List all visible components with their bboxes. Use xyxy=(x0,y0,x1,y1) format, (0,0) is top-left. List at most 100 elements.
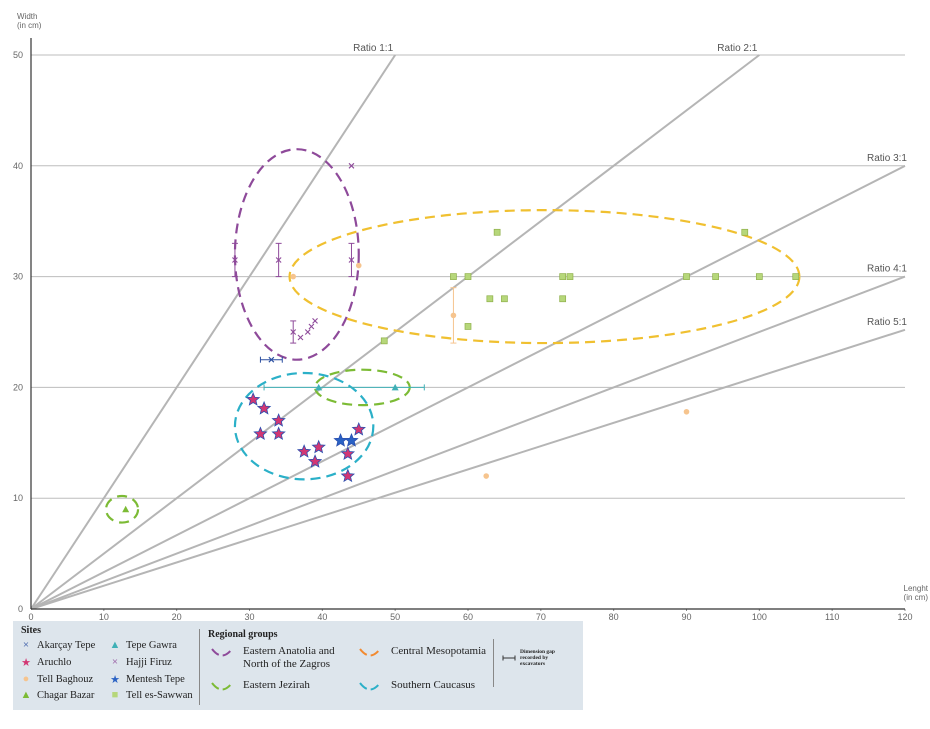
y-axis-title: Width (in cm) xyxy=(17,12,42,30)
point-hajji-firuz-3-b xyxy=(348,257,355,263)
point-tell-es-sawwan-1 xyxy=(380,337,388,345)
ratio-line-1 xyxy=(30,54,397,610)
legend-divider-2 xyxy=(493,639,494,687)
data-points xyxy=(122,162,800,513)
point-tell-baghouz-5 xyxy=(683,408,690,415)
ratio-label-5: Ratio 5:1 xyxy=(867,317,907,328)
legend-symbol-icon: ● xyxy=(22,673,30,685)
point-hajji-firuz-9 xyxy=(348,162,355,169)
y-tick-label-50: 50 xyxy=(13,50,23,60)
point-hajji-firuz-2 xyxy=(275,257,282,263)
point-tell-es-sawwan-10 xyxy=(559,295,567,303)
legend-site-label: Chagar Bazar xyxy=(37,689,95,701)
ratio-label-3: Ratio 3:1 xyxy=(867,153,907,164)
point-hajji-firuz-3 xyxy=(348,257,355,263)
point-aruchlo-3 xyxy=(271,413,286,427)
group-arc-icon xyxy=(359,682,381,691)
x-tick-label-0: 0 xyxy=(28,612,33,620)
point-hajji-firuz-4 xyxy=(290,329,297,335)
point-tell-es-sawwan-9 xyxy=(566,273,574,280)
point-aruchlo-5 xyxy=(271,426,286,441)
x-tick-label-10: 10 xyxy=(99,612,109,620)
legend-symbol-icon: ■ xyxy=(111,689,119,701)
legend-site-mentesh-tepe: ★ Mentesh Tepe xyxy=(108,673,185,686)
point-hajji-firuz-9-b xyxy=(348,162,355,169)
point-tell-es-sawwan-11 xyxy=(683,273,690,280)
group-arc-icon xyxy=(211,682,233,691)
point-hajji-firuz-5 xyxy=(304,329,311,335)
group-arc-icon xyxy=(211,648,233,657)
ratio-label-1: Ratio 1:1 xyxy=(353,43,393,54)
legend-site-label: Tell es-Sawwan xyxy=(126,689,193,701)
point-tell-es-sawwan-14 xyxy=(755,273,763,280)
point-mentesh-tepe-2 xyxy=(344,433,359,447)
legend-symbol-icon: ★ xyxy=(110,674,120,686)
legend-site-label: Tell Baghouz xyxy=(37,673,94,685)
point-aruchlo-9 xyxy=(340,446,356,460)
legend-site-label: Tepe Gawra xyxy=(126,639,177,651)
group-ellipse-1 xyxy=(233,148,360,361)
point-tell-es-sawwan-3 xyxy=(464,273,472,280)
y-tick-label-40: 40 xyxy=(13,161,23,171)
legend-site-chagar-bazar: ▲ Chagar Bazar xyxy=(19,689,95,701)
legend-site-hajji-firuz: × Hajji Firuz xyxy=(108,656,172,668)
ratio-label-2: Ratio 2:1 xyxy=(717,43,757,54)
legend-symbol-icon: ★ xyxy=(21,657,31,669)
x-tick-label-50: 50 xyxy=(390,612,400,620)
x-tick-label-20: 20 xyxy=(172,612,182,620)
x-tick-label-70: 70 xyxy=(536,612,546,620)
x-tick-label-60: 60 xyxy=(463,612,473,620)
legend-site-label: Mentesh Tepe xyxy=(126,674,185,685)
point-hajji-firuz-7 xyxy=(297,334,304,341)
legend-symbol-icon: × xyxy=(22,639,30,651)
point-aruchlo-7 xyxy=(311,439,326,454)
point-aruchlo-8 xyxy=(307,454,323,468)
point-tell-baghouz-1 xyxy=(290,273,297,280)
x-tick-label-100: 100 xyxy=(752,612,767,620)
point-akar-ay-tepe-1-b xyxy=(268,356,275,363)
legend-gap-note: Dimension gap recorded by excavators xyxy=(520,649,555,667)
legend-site-tell-es-sawwan: ■ Tell es-Sawwan xyxy=(108,689,193,701)
point-tell-es-sawwan-4 xyxy=(464,323,472,330)
y-tick-label-10: 10 xyxy=(13,493,23,503)
group-ellipse-4 xyxy=(104,494,140,524)
legend-group-label: Eastern Anatolia and North of the Zagros xyxy=(243,645,335,670)
x-tick-label-120: 120 xyxy=(897,612,912,620)
point-tell-es-sawwan-8 xyxy=(559,273,567,280)
point-hajji-firuz-1 xyxy=(232,257,238,263)
point-hajji-firuz-2-b xyxy=(275,257,282,263)
point-tell-es-sawwan-5 xyxy=(486,295,494,303)
legend-symbol-icon: ▲ xyxy=(20,689,32,701)
legend-site-akar-ay-tepe: × Akarçay Tepe xyxy=(19,639,95,651)
point-hajji-firuz-6 xyxy=(312,318,318,324)
ratio-label-4: Ratio 4:1 xyxy=(867,264,907,275)
point-tell-es-sawwan-15 xyxy=(792,273,800,280)
x-tick-label-90: 90 xyxy=(681,612,691,620)
legend-symbol-icon: ▲ xyxy=(109,639,121,651)
point-mentesh-tepe-1 xyxy=(333,433,348,447)
legend-site-tell-baghouz: ● Tell Baghouz xyxy=(19,673,93,685)
legend-symbol-icon: × xyxy=(111,656,119,668)
x-tick-label-110: 110 xyxy=(825,612,839,620)
legend-group-label: Central Mesopotamia xyxy=(391,645,487,657)
point-hajji-firuz-8-b xyxy=(308,323,315,330)
x-tick-label-30: 30 xyxy=(244,612,254,620)
point-aruchlo-6 xyxy=(296,444,312,458)
point-hajji-firuz-8 xyxy=(308,323,315,330)
point-hajji-firuz-6-b xyxy=(312,318,318,324)
regional-group-ellipses xyxy=(104,148,801,524)
legend-sites-title: Sites xyxy=(21,625,41,636)
scatter-chart: 0 10 20 30 40 50 0 10 20 30 40 50 60 70 80 90 100 110 120 W… xyxy=(13,12,929,620)
point-aruchlo-1 xyxy=(245,392,261,406)
legend-group-label: Eastern Jezirah xyxy=(243,679,310,691)
point-hajji-firuz-5-b xyxy=(304,329,311,335)
point-chagar-bazar-1 xyxy=(122,505,130,513)
dimension-gap-icon xyxy=(502,655,516,661)
group-arc xyxy=(359,648,381,657)
error-bars xyxy=(231,242,457,391)
legend-gap-entry: Dimension gap recorded by excavators xyxy=(502,649,572,667)
point-tell-baghouz-4 xyxy=(483,473,490,479)
legend-site-aruchlo: ★ Aruchlo xyxy=(19,656,71,669)
group-arc-icon xyxy=(359,648,381,657)
point-hajji-firuz-1-b xyxy=(232,257,238,263)
